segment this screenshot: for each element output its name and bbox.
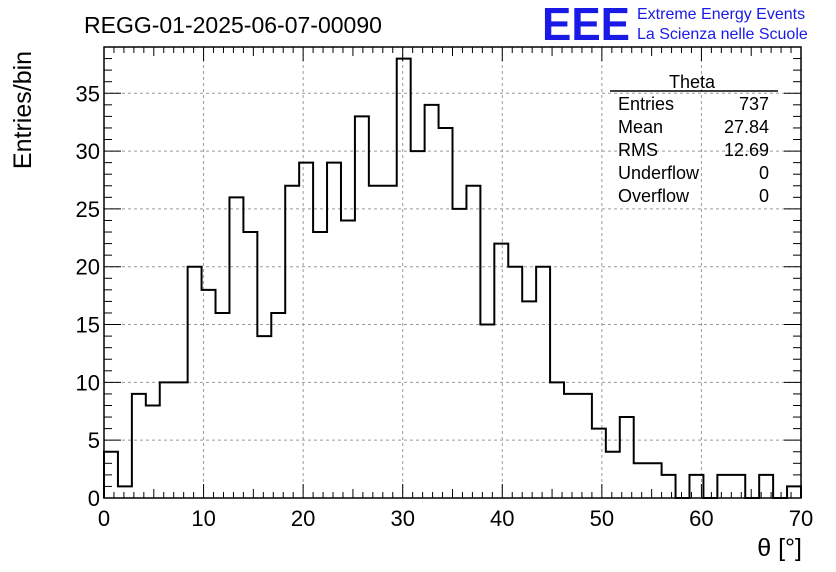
y-tick-label: 5 — [88, 428, 100, 453]
histogram-outline — [103, 57, 802, 499]
stats-rows: Entries 737 Mean 27.84 RMS 12.69 Underflow 0 Ove… — [618, 94, 769, 206]
x-tick-label: 20 — [291, 506, 315, 531]
logo-line-1: Extreme Energy Events — [637, 6, 805, 23]
y-tick-label: 30 — [76, 139, 100, 164]
axis-ticks — [103, 46, 802, 499]
x-tick-label: 0 — [98, 506, 110, 531]
y-tick-label: 35 — [76, 81, 100, 106]
stats-row-label: Overflow — [618, 186, 690, 206]
y-tick-label: 15 — [76, 313, 100, 338]
plot-frame — [103, 46, 802, 499]
stats-title: Theta — [669, 72, 716, 92]
y-tick-label: 20 — [76, 255, 100, 280]
stats-row-label: Underflow — [618, 163, 700, 183]
y-tick-label: 25 — [76, 197, 100, 222]
y-tick-label: 0 — [88, 486, 100, 511]
x-tick-label: 30 — [390, 506, 414, 531]
y-tick-label: 10 — [76, 370, 100, 395]
logo-mark: EEE — [542, 0, 630, 50]
x-tick-label: 50 — [590, 506, 614, 531]
x-tick-label: 10 — [191, 506, 215, 531]
stats-row-value: 737 — [739, 94, 769, 114]
stats-row-value: 27.84 — [724, 117, 769, 137]
chart-title: REGG-01-2025-06-07-00090 — [84, 12, 382, 38]
stats-row-value: 0 — [759, 186, 769, 206]
logo-line-2: La Scienza nelle Scuole — [637, 26, 808, 43]
stats-row-label: Entries — [618, 94, 674, 114]
x-axis-label: θ [°] — [757, 534, 802, 562]
tick-labels: 0 10 20 30 40 50 60 70 0 5 10 15 20 25 30 35 — [76, 81, 814, 531]
x-tick-label: 40 — [490, 506, 514, 531]
x-tick-label: 70 — [789, 506, 813, 531]
stats-row-value: 0 — [759, 163, 769, 183]
stats-row-label: Mean — [618, 117, 663, 137]
y-axis-label: Entries/bin — [9, 51, 37, 169]
stats-row-value: 12.69 — [724, 140, 769, 160]
x-tick-label: 60 — [689, 506, 713, 531]
stats-row-label: RMS — [618, 140, 658, 160]
eee-logo: EEE Extreme Energy Events La Scienza nel… — [542, 0, 808, 50]
stats-box: Theta Entries 737 Mean 27.84 RMS 12.69 Underfl… — [610, 72, 778, 206]
grid-lines — [104, 47, 801, 498]
